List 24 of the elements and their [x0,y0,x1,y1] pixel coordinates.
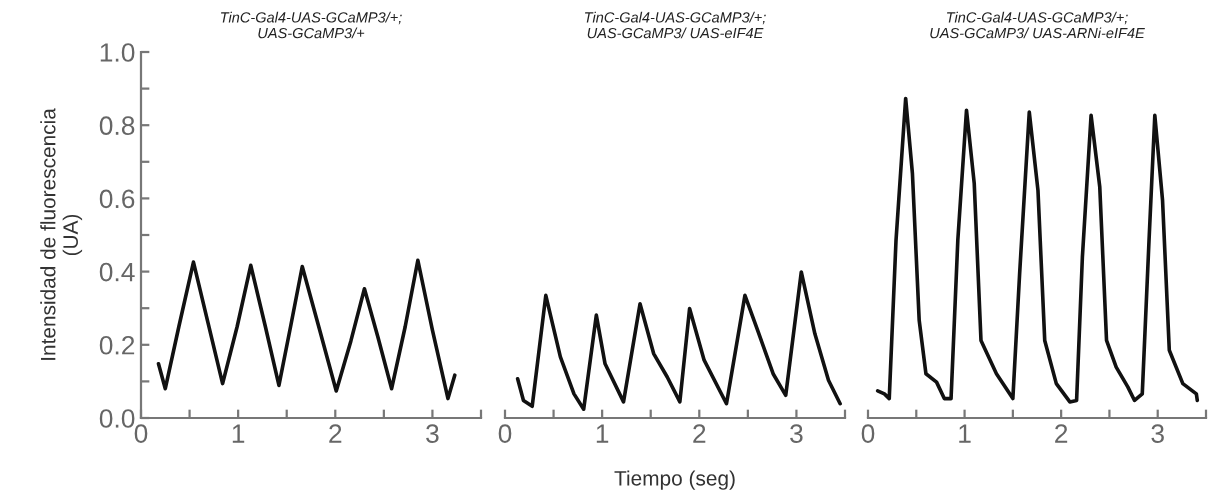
x-tick-label: 1 [959,424,971,443]
y-tick-label: 0.4 [99,262,135,282]
x-tick-label: 0 [134,424,148,443]
x-tick-label: 2 [693,424,706,443]
x-tick-label: 3 [1151,424,1164,443]
chart-title: TinC-Gal4-UAS-GCaMP3/+; UAS-GCaMP3/ UAS-eIF4E [585,11,766,39]
y-tick-label: 1.0 [100,43,135,62]
x-tick-label: 3 [790,424,803,443]
x-tick-label: 1 [596,424,609,443]
chart-title: TinC-Gal4-UAS-GCaMP3/+; UAS-GCaMP3/+ [221,11,402,39]
x-tick-label: 1 [232,424,245,443]
x-tick-label: 2 [329,424,342,443]
y-tick-label: 0.2 [99,335,135,355]
chart-title: TinC-Gal4-UAS-GCaMP3/+; UAS-GCaMP3/ UAS-ARNi-eIF4E [930,11,1145,39]
y-tick-label: 0.8 [99,116,135,136]
y-tick-label: 0.6 [99,189,135,209]
x-tick-label: 0 [498,424,512,443]
line-series [156,258,457,401]
x-tick-label: 2 [1055,424,1068,443]
x-tick-label: 0 [861,424,875,443]
y-axis-title: Intensidad de fluorescencia (UA) [40,108,83,360]
x-tick-label: 3 [426,424,439,443]
y-tick-label: 0.0 [99,409,135,428]
x-axis-title: Tiempo (seg) [614,470,735,490]
